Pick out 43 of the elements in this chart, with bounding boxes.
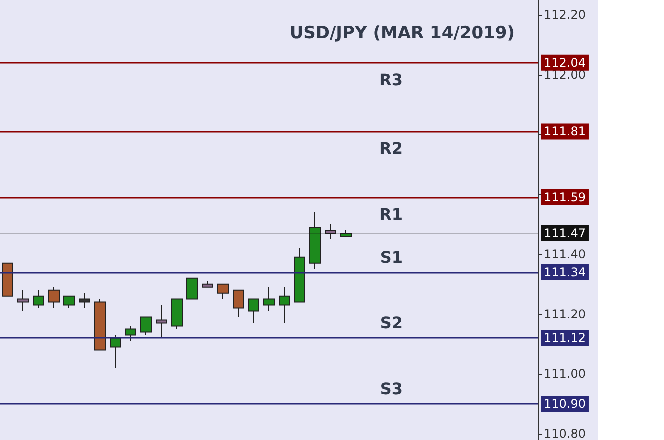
y-tick-label: 111.40 [544, 247, 586, 262]
candlestick [171, 298, 183, 330]
text: 111.59 [544, 190, 586, 205]
y-tick-label: 111.20 [544, 307, 586, 322]
ref-line-label: R3 [380, 70, 403, 90]
candlestick [63, 296, 75, 309]
candlestick [309, 212, 321, 270]
ref-line-label: R1 [380, 205, 403, 224]
candlestick [340, 230, 352, 237]
candlestick [217, 284, 229, 300]
y-tick-label: 112.00 [544, 68, 586, 82]
ref-line-label: R2 [380, 139, 403, 158]
candlestick [125, 326, 136, 342]
candlestick [233, 290, 244, 318]
ref-line-label: S3 [380, 380, 403, 399]
candlestick [110, 334, 121, 369]
candlestick [33, 290, 44, 309]
text: 111.34 [544, 265, 586, 280]
candlestick [294, 248, 305, 303]
candlestick [48, 286, 60, 309]
text: 111.47 [544, 226, 586, 240]
text: USD/JPY (MAR 14/2019) [290, 24, 516, 44]
candlestick [140, 316, 152, 336]
candlestick [156, 304, 167, 339]
candlestick [263, 286, 275, 312]
text: 112.04 [544, 56, 586, 70]
candlestick [248, 298, 259, 324]
candlestick [94, 298, 106, 351]
text: 111.81 [544, 124, 586, 139]
candlestick [79, 292, 90, 309]
ref-line-label: S2 [380, 314, 403, 333]
text: 110.90 [544, 397, 586, 412]
candlestick [17, 290, 29, 312]
candlestick [186, 278, 198, 300]
y-tick-label: 112.20 [544, 8, 586, 22]
y-tick-label: 110.80 [544, 427, 586, 440]
candlestick [202, 280, 213, 288]
text: 111.12 [544, 331, 586, 346]
y-tick-label: 111.00 [544, 367, 586, 382]
candlestick [279, 286, 290, 324]
candlestick [2, 262, 13, 297]
ref-line-label: S1 [380, 248, 403, 267]
candlestick [325, 224, 336, 240]
